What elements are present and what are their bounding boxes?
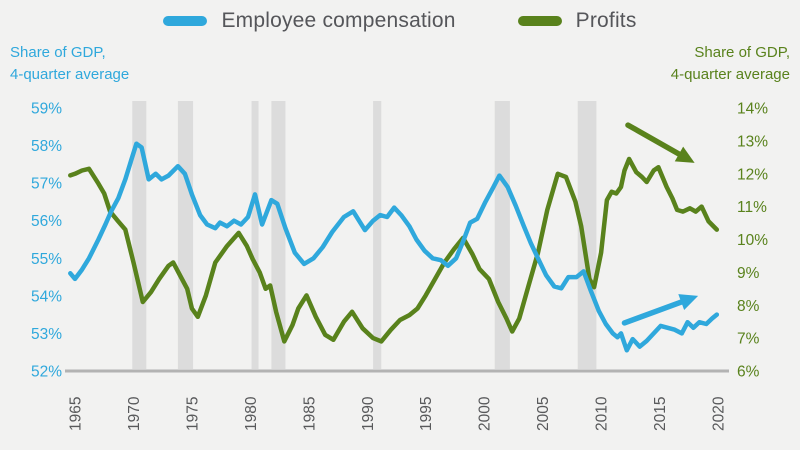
x-axis-tick: 2005 [535, 397, 552, 431]
legend-label-profits: Profits [575, 9, 637, 32]
x-axis-tick: 1975 [184, 397, 201, 431]
x-axis-tick: 1970 [126, 396, 143, 431]
x-axis-tick: 1980 [243, 396, 260, 431]
left-axis-title: Share of GDP, 4-quarter average [10, 42, 129, 86]
recession-band [271, 101, 286, 369]
right-axis-tick: 14% [737, 101, 768, 118]
right-axis-title: Share of GDP, 4-quarter average [671, 42, 790, 86]
x-axis-tick: 2015 [652, 397, 669, 431]
legend: Employee compensation Profits [0, 9, 800, 33]
x-axis-tick: 2000 [477, 396, 494, 431]
profits-trend-arrow-head-icon [674, 146, 695, 163]
right-axis-title-line2: 4-quarter average [670, 65, 790, 83]
left-axis-tick: 59% [31, 101, 62, 118]
right-axis-tick: 7% [737, 331, 760, 348]
x-axis-tick: 1995 [418, 397, 435, 431]
recession-band [577, 101, 597, 369]
right-axis-tick: 10% [737, 232, 768, 249]
x-axis-tick: 1965 [68, 397, 85, 431]
series-line-profits [68, 156, 720, 344]
left-axis-title-line1: Share of GDP, [10, 44, 106, 61]
right-axis-tick: 6% [737, 364, 760, 381]
recession-band [177, 101, 194, 369]
recession-band [251, 101, 259, 369]
employee-compensation-swatch-icon [163, 16, 208, 26]
profits-trend-arrow [625, 122, 686, 159]
right-axis-tick: 8% [737, 298, 760, 315]
legend-item-employee-compensation: Employee compensation [163, 9, 455, 33]
recession-band [132, 101, 147, 369]
left-axis-tick: 53% [31, 326, 62, 343]
left-axis-tick: 52% [31, 364, 62, 381]
right-axis-title-line1: Share of GDP, [694, 44, 790, 61]
left-axis-tick: 58% [31, 138, 62, 155]
right-axis-tick: 13% [737, 133, 768, 150]
left-axis-title-line2: 4-quarter average [10, 65, 130, 83]
x-axis-tick: 2010 [594, 396, 611, 431]
left-axis-tick: 56% [31, 213, 62, 230]
compensation-trend-arrow [621, 297, 688, 326]
x-axis-tick: 1985 [301, 397, 318, 431]
legend-label-employee-compensation: Employee compensation [221, 9, 456, 32]
recession-band [373, 101, 382, 369]
legend-item-profits: Profits [517, 9, 637, 33]
right-axis-tick: 11% [737, 199, 767, 216]
left-axis-tick: 54% [31, 288, 62, 305]
right-axis-tick: 9% [737, 265, 760, 282]
x-axis-tick: 1990 [360, 396, 377, 431]
left-axis-tick: 57% [31, 176, 62, 193]
left-axis-tick: 55% [31, 251, 62, 268]
x-axis-tick: 2020 [710, 396, 727, 431]
recession-band [494, 101, 510, 369]
series-line-employee-compensation [68, 141, 720, 353]
profits-swatch-icon [517, 16, 562, 26]
right-axis-tick: 12% [737, 166, 768, 183]
compensation-trend-arrow-head-icon [678, 294, 699, 311]
